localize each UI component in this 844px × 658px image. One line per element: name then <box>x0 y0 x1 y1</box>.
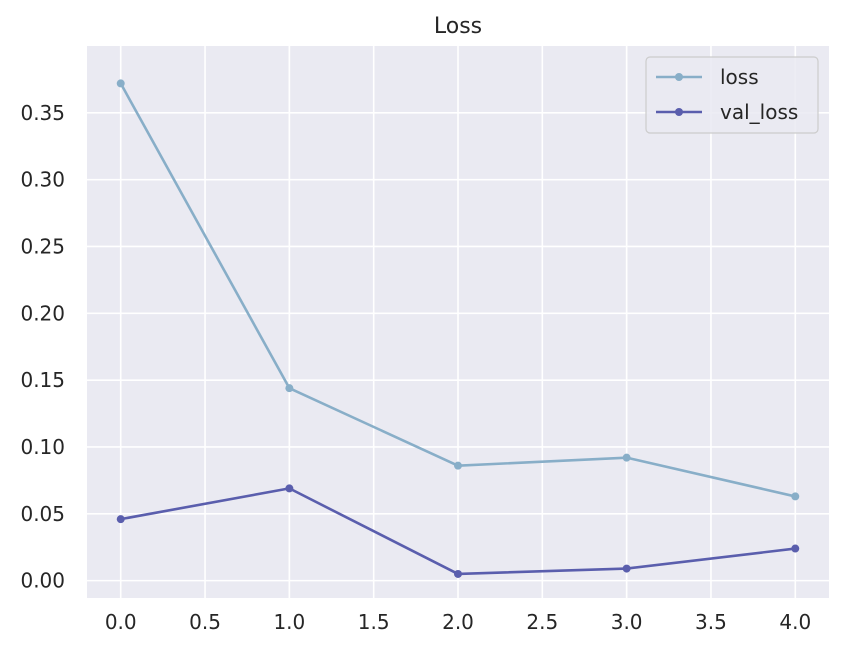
data-point <box>791 492 799 500</box>
x-tick-label: 2.0 <box>442 610 474 634</box>
data-point <box>454 570 462 578</box>
data-point <box>623 454 631 462</box>
legend: loss val_loss <box>646 57 818 133</box>
x-tick-label: 1.0 <box>273 610 305 634</box>
y-tick-label: 0.15 <box>20 368 65 392</box>
data-point <box>117 515 125 523</box>
x-tick-labels: 0.0 0.5 1.0 1.5 2.0 2.5 3.0 3.5 4.0 <box>105 610 811 634</box>
y-tick-label: 0.00 <box>20 569 65 593</box>
y-tick-label: 0.35 <box>20 101 65 125</box>
data-point <box>285 484 293 492</box>
y-tick-label: 0.20 <box>20 301 65 325</box>
x-tick-label: 0.0 <box>105 610 137 634</box>
data-point <box>623 565 631 573</box>
data-point <box>285 384 293 392</box>
x-tick-label: 4.0 <box>779 610 811 634</box>
y-tick-label: 0.30 <box>20 168 65 192</box>
legend-label: loss <box>720 65 759 89</box>
x-tick-label: 3.0 <box>611 610 643 634</box>
legend-marker <box>675 108 683 116</box>
y-tick-label: 0.25 <box>20 234 65 258</box>
data-point <box>791 545 799 553</box>
y-tick-labels: 0.00 0.05 0.10 0.15 0.20 0.25 0.30 0.35 <box>20 101 65 593</box>
x-tick-label: 0.5 <box>189 610 221 634</box>
legend-marker <box>675 73 683 81</box>
x-tick-label: 3.5 <box>695 610 727 634</box>
x-tick-label: 1.5 <box>358 610 390 634</box>
x-tick-label: 2.5 <box>526 610 558 634</box>
chart-title: Loss <box>434 14 482 39</box>
y-tick-label: 0.05 <box>20 502 65 526</box>
legend-label: val_loss <box>720 100 798 124</box>
y-tick-label: 0.10 <box>20 435 65 459</box>
data-point <box>117 79 125 87</box>
data-point <box>454 462 462 470</box>
